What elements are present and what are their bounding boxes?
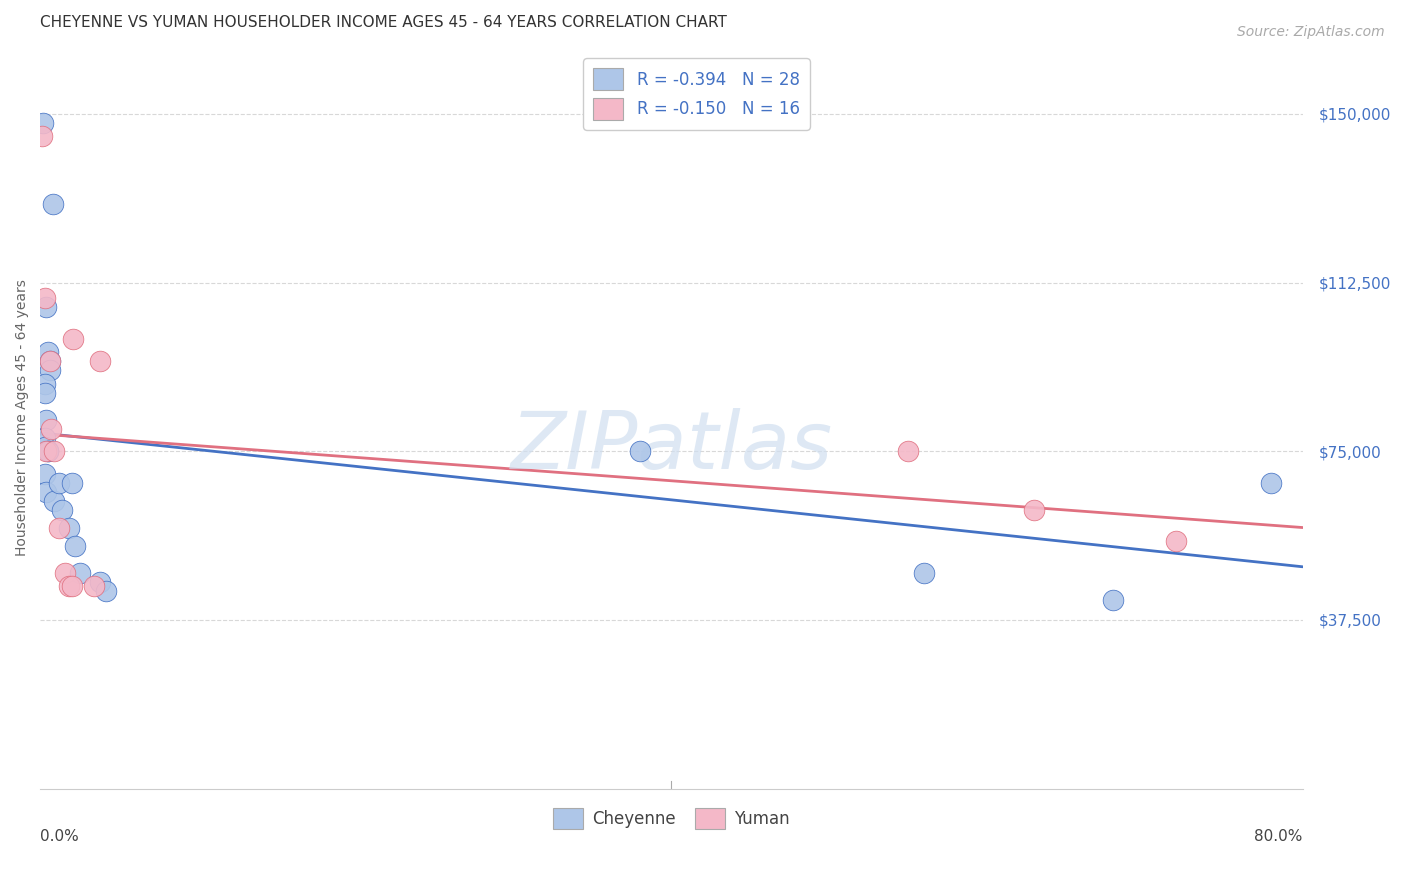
Point [39, 422, 62, 436]
Point [44, 444, 66, 458]
Point [34, 440, 56, 454]
Point [35, 444, 58, 458]
Point [48, 475, 70, 490]
Point [912, 566, 935, 580]
Point [35, 484, 58, 499]
Point [31, 129, 53, 144]
Text: 80.0%: 80.0% [1254, 830, 1302, 845]
Text: CHEYENNE VS YUMAN HOUSEHOLDER INCOME AGES 45 - 64 YEARS CORRELATION CHART: CHEYENNE VS YUMAN HOUSEHOLDER INCOME AGE… [41, 15, 727, 30]
Y-axis label: Householder Income Ages 45 - 64 years: Householder Income Ages 45 - 64 years [15, 279, 30, 556]
Point [897, 444, 920, 458]
Point [37, 345, 59, 359]
Legend: Cheyenne, Yuman: Cheyenne, Yuman [547, 801, 796, 836]
Point [42, 197, 65, 211]
Point [51, 502, 73, 516]
Point [38, 354, 60, 368]
Point [1102, 592, 1125, 607]
Point [38, 354, 60, 368]
Point [58, 579, 80, 593]
Point [48, 521, 70, 535]
Text: Source: ZipAtlas.com: Source: ZipAtlas.com [1237, 25, 1385, 39]
Point [34, 385, 56, 400]
Point [44, 493, 66, 508]
Text: 0.0%: 0.0% [41, 830, 79, 845]
Point [89, 574, 111, 589]
Point [58, 521, 80, 535]
Point [89, 354, 111, 368]
Point [34, 431, 56, 445]
Text: ZIPatlas: ZIPatlas [510, 409, 832, 486]
Point [83, 579, 105, 593]
Point [35, 301, 58, 315]
Point [34, 467, 56, 481]
Point [60, 475, 83, 490]
Point [32, 116, 55, 130]
Point [1260, 475, 1282, 490]
Point [37, 444, 59, 458]
Point [34, 291, 56, 305]
Point [1166, 534, 1188, 549]
Point [1024, 502, 1046, 516]
Point [63, 539, 86, 553]
Point [62, 332, 84, 346]
Point [37, 444, 59, 458]
Point [628, 444, 651, 458]
Point [96, 583, 118, 598]
Point [53, 566, 76, 580]
Point [34, 376, 56, 391]
Point [35, 413, 58, 427]
Point [69, 566, 91, 580]
Point [60, 579, 83, 593]
Point [38, 363, 60, 377]
